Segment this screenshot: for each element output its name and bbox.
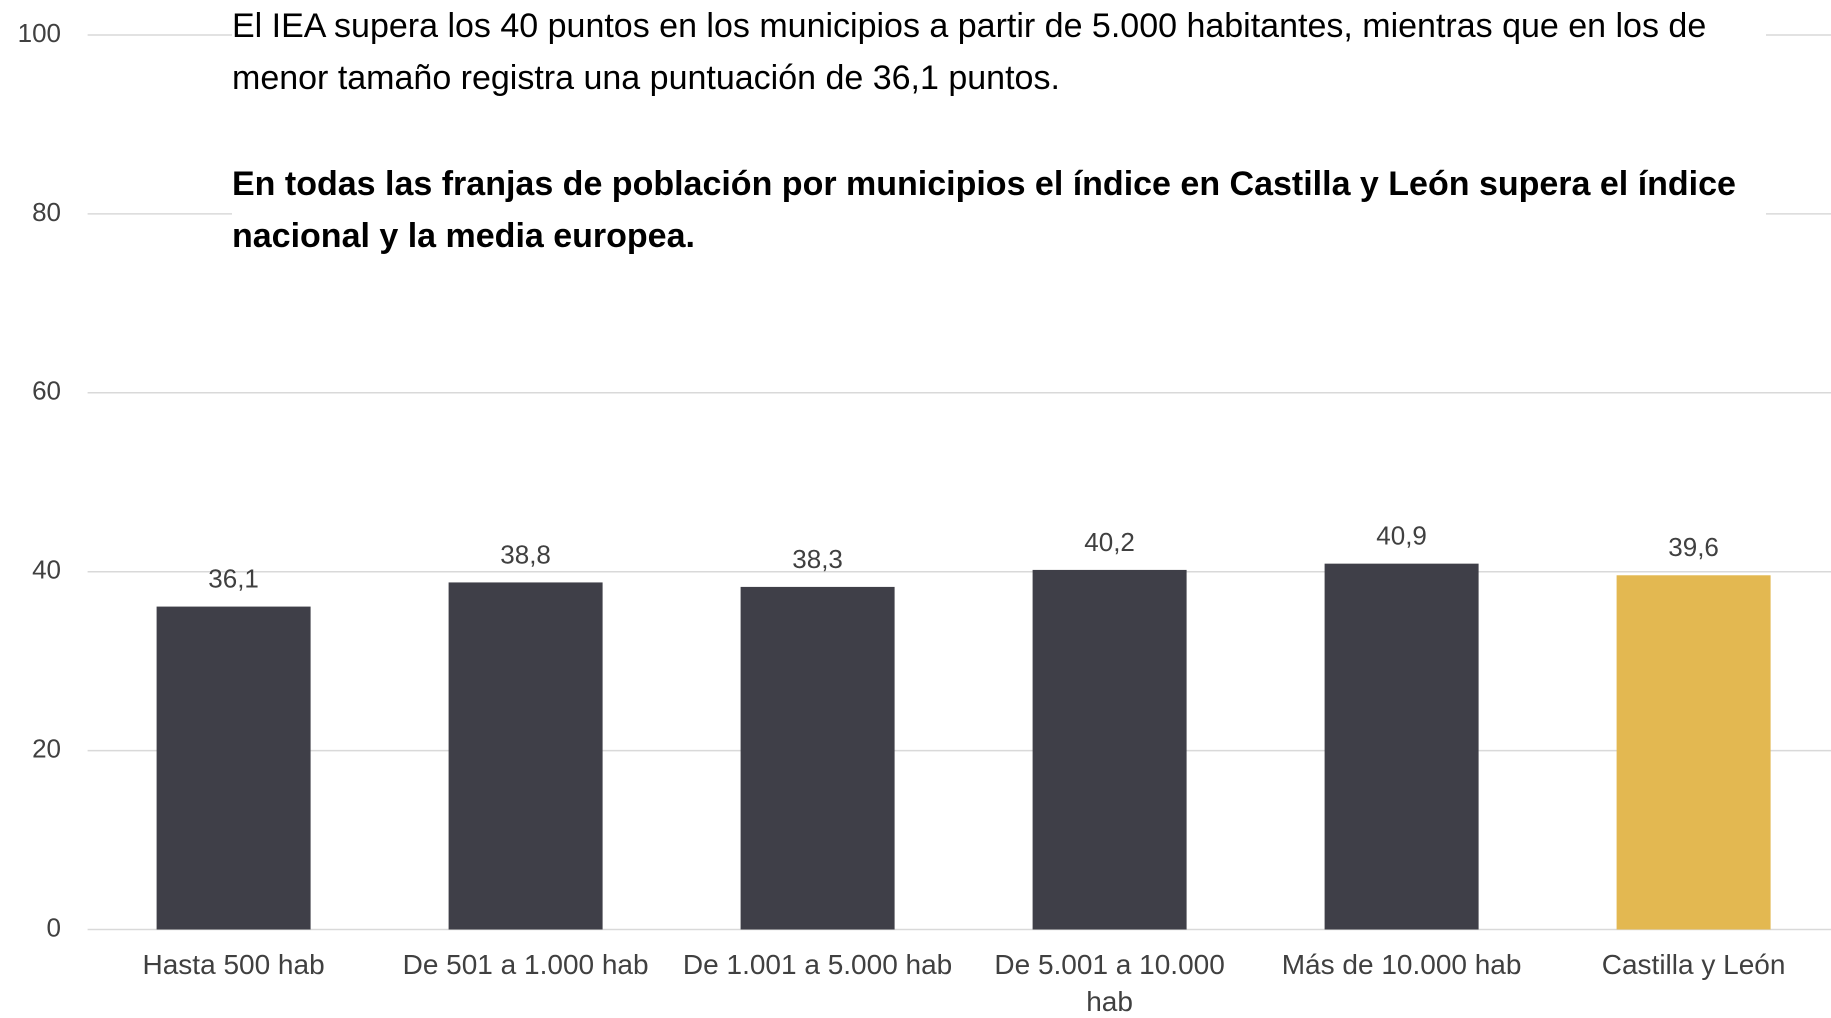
y-tick-label: 80: [32, 197, 61, 227]
value-label: 38,8: [500, 539, 551, 569]
annotation-box: El IEA supera los 40 puntos en los munic…: [232, 0, 1766, 316]
annotation: En todas las franjas de población por mu…: [232, 165, 1736, 255]
x-tick-label: Hasta 500 hab: [143, 949, 325, 980]
bar: [1616, 575, 1771, 930]
x-tick-label: Más de 10.000 hab: [1282, 949, 1522, 980]
value-label: 39,6: [1668, 532, 1719, 562]
y-tick-label: 0: [47, 912, 61, 942]
x-tick-label: De 501 a 1.000 hab: [403, 949, 649, 980]
y-tick-label: 40: [32, 555, 61, 585]
value-label: 36,1: [208, 563, 259, 593]
annotation: El IEA supera los 40 puntos en los munic…: [232, 7, 1707, 97]
value-label: 40,2: [1084, 527, 1135, 557]
bar: [740, 586, 895, 930]
x-tick-label: Castilla y León: [1602, 949, 1786, 980]
x-tick-label: De 5.001 a 10.000 hab: [994, 949, 1224, 1017]
value-label: 38,3: [792, 544, 843, 574]
bar: [156, 606, 311, 930]
bar: [1032, 569, 1187, 930]
x-tick-label: De 1.001 a 5.000 hab: [683, 949, 952, 980]
bar: [1324, 563, 1479, 930]
y-tick-label: 20: [32, 733, 61, 763]
y-tick-label: 60: [32, 376, 61, 406]
y-tick-label: 100: [18, 18, 61, 48]
value-label: 40,9: [1376, 521, 1427, 551]
bar: [448, 582, 603, 930]
